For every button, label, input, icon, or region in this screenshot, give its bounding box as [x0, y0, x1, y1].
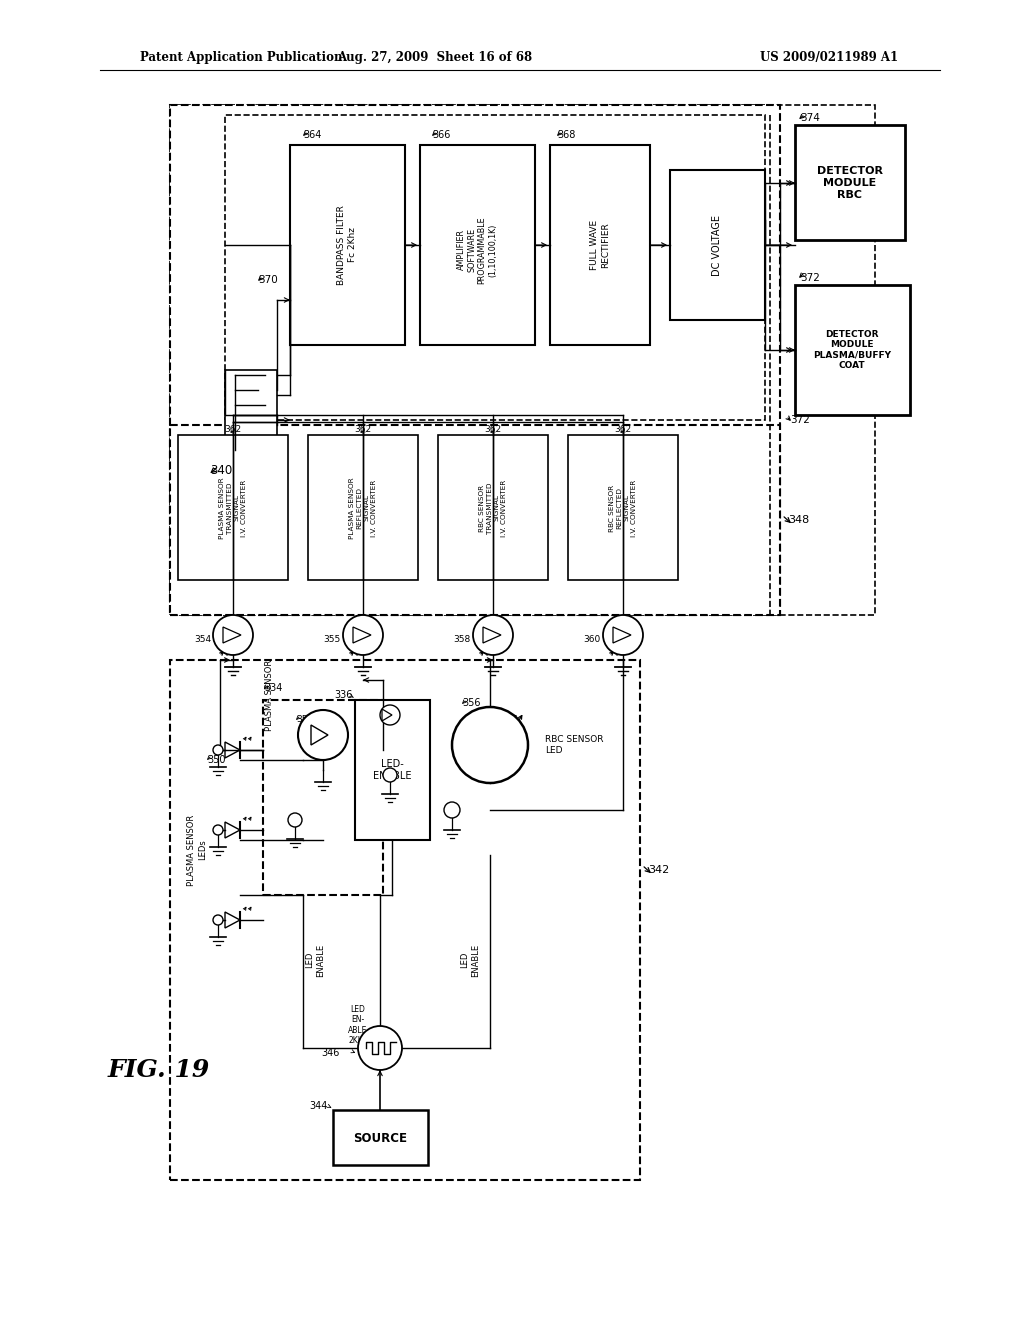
Text: RBC SENSOR
TRANSMITTED
SIGNAL
I.V. CONVERTER: RBC SENSOR TRANSMITTED SIGNAL I.V. CONVE…	[479, 479, 507, 537]
Text: 350: 350	[207, 755, 225, 766]
FancyBboxPatch shape	[170, 106, 874, 615]
FancyBboxPatch shape	[568, 436, 678, 579]
Text: 364: 364	[303, 129, 322, 140]
Text: 346: 346	[322, 1048, 340, 1059]
Text: 334: 334	[264, 682, 283, 693]
FancyBboxPatch shape	[795, 125, 905, 240]
Text: 348: 348	[788, 515, 809, 525]
Text: US 2009/0211989 A1: US 2009/0211989 A1	[760, 50, 898, 63]
Text: Aug. 27, 2009  Sheet 16 of 68: Aug. 27, 2009 Sheet 16 of 68	[338, 50, 532, 63]
Text: LED
EN-
ABLE
2Khz: LED EN- ABLE 2Khz	[348, 1005, 368, 1045]
FancyBboxPatch shape	[170, 660, 640, 1180]
Circle shape	[213, 915, 223, 925]
Text: PLASMA SENSOR: PLASMA SENSOR	[265, 660, 274, 731]
FancyBboxPatch shape	[670, 170, 765, 319]
Text: DETECTOR
MODULE
PLASMA/BUFFY
COAT: DETECTOR MODULE PLASMA/BUFFY COAT	[813, 330, 891, 370]
Circle shape	[452, 708, 528, 783]
Circle shape	[358, 1026, 402, 1071]
Circle shape	[383, 768, 397, 781]
Text: 358: 358	[454, 635, 471, 644]
Text: 370: 370	[258, 275, 278, 285]
Circle shape	[213, 744, 223, 755]
FancyBboxPatch shape	[263, 700, 383, 895]
FancyBboxPatch shape	[178, 436, 288, 579]
Text: FULL WAVE
RECTIFIER: FULL WAVE RECTIFIER	[590, 220, 609, 271]
Circle shape	[213, 615, 253, 655]
Text: 360: 360	[584, 635, 601, 644]
FancyBboxPatch shape	[550, 145, 650, 345]
FancyBboxPatch shape	[290, 145, 406, 345]
Text: SOURCE: SOURCE	[353, 1131, 407, 1144]
Text: LED
ENABLE: LED ENABLE	[305, 944, 325, 977]
Text: AMPLIFIER
SOFTWARE
PROGRAMMABLE
(1,10,100,1K): AMPLIFIER SOFTWARE PROGRAMMABLE (1,10,10…	[457, 216, 497, 284]
Text: 362: 362	[354, 425, 372, 434]
Text: Patent Application Publication: Patent Application Publication	[140, 50, 342, 63]
Text: 362: 362	[224, 425, 242, 434]
Circle shape	[603, 615, 643, 655]
FancyBboxPatch shape	[795, 285, 910, 414]
Text: LED
ENABLE: LED ENABLE	[461, 944, 479, 977]
Circle shape	[380, 705, 400, 725]
FancyBboxPatch shape	[333, 1110, 428, 1166]
Text: PLASMA SENSOR
TRANSMITTED
SIGNAL
I.V. CONVERTER: PLASMA SENSOR TRANSMITTED SIGNAL I.V. CO…	[219, 478, 247, 539]
Text: BANDPASS FILTER
Fc 2Khz: BANDPASS FILTER Fc 2Khz	[337, 205, 356, 285]
FancyBboxPatch shape	[170, 106, 780, 615]
Circle shape	[213, 825, 223, 836]
Text: RBC SENSOR
REFLECTED
SIGNAL
I.V. CONVERTER: RBC SENSOR REFLECTED SIGNAL I.V. CONVERT…	[609, 479, 637, 537]
Text: 356: 356	[462, 698, 480, 708]
Text: 342: 342	[648, 865, 670, 875]
FancyBboxPatch shape	[355, 700, 430, 840]
Text: RBC SENSOR
LED: RBC SENSOR LED	[461, 735, 519, 755]
Circle shape	[444, 803, 460, 818]
Text: LED-
ENABLE: LED- ENABLE	[373, 759, 412, 781]
FancyBboxPatch shape	[420, 145, 535, 345]
Text: 366: 366	[432, 129, 451, 140]
FancyBboxPatch shape	[225, 115, 765, 420]
Text: 352: 352	[296, 715, 313, 725]
Text: 372: 372	[800, 273, 820, 282]
Text: 374: 374	[800, 114, 820, 123]
Text: 336: 336	[335, 690, 353, 700]
Text: RBC SENSOR
LED: RBC SENSOR LED	[545, 735, 603, 755]
Text: FIG. 19: FIG. 19	[108, 1059, 210, 1082]
Text: DETECTOR
MODULE
RBC: DETECTOR MODULE RBC	[817, 166, 883, 199]
Text: 362: 362	[484, 425, 502, 434]
FancyBboxPatch shape	[225, 370, 278, 450]
Text: 340: 340	[210, 463, 232, 477]
Text: 368: 368	[557, 129, 575, 140]
Text: 362: 362	[614, 425, 632, 434]
Text: 372: 372	[790, 414, 810, 425]
Circle shape	[343, 615, 383, 655]
Circle shape	[473, 615, 513, 655]
Text: PLASMA SENSOR
LEDs: PLASMA SENSOR LEDs	[187, 814, 207, 886]
Text: PLASMA SENSOR
REFLECTED
SIGNAL
I.V. CONVERTER: PLASMA SENSOR REFLECTED SIGNAL I.V. CONV…	[349, 478, 377, 539]
FancyBboxPatch shape	[308, 436, 418, 579]
FancyBboxPatch shape	[170, 425, 780, 615]
Text: 355: 355	[324, 635, 341, 644]
Text: DC VOLTAGE: DC VOLTAGE	[712, 214, 722, 276]
Circle shape	[298, 710, 348, 760]
Circle shape	[288, 813, 302, 828]
Text: 344: 344	[309, 1101, 328, 1111]
FancyBboxPatch shape	[438, 436, 548, 579]
Text: 354: 354	[194, 635, 211, 644]
